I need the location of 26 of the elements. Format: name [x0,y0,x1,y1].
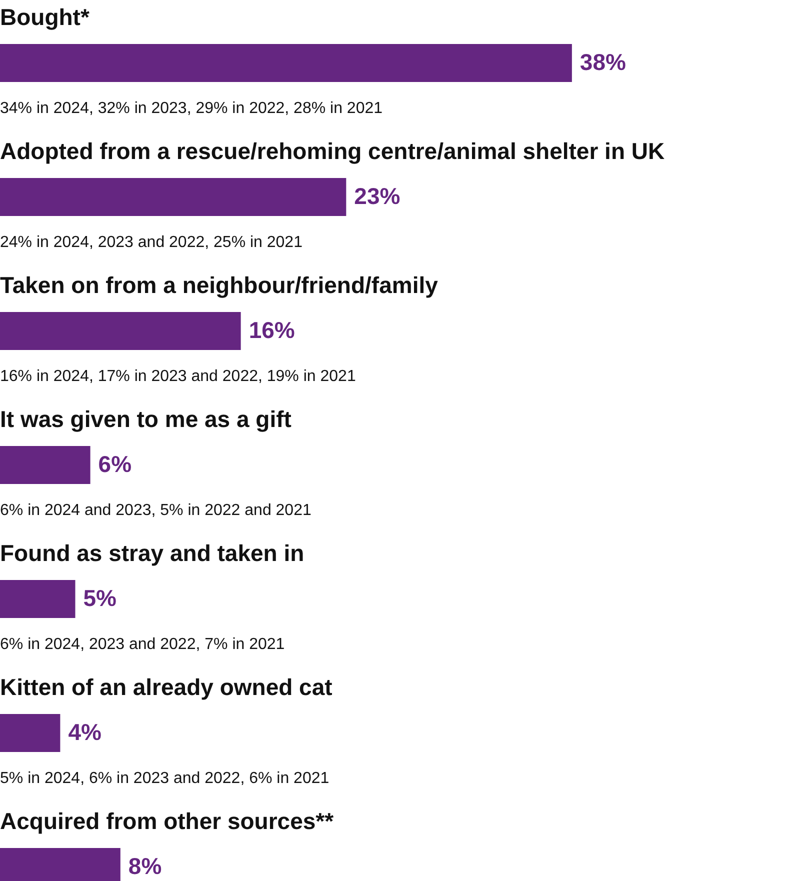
annotation: 5% in 2024, 6% in 2023 and 2022, 6% in 2021 [0,770,330,787]
data-label: 8% [128,853,162,879]
y-tick-label: Taken on from a neighbour/friend/family [0,272,438,298]
bar [0,44,572,82]
bar [0,714,60,752]
y-tick-label: Kitten of an already owned cat [0,674,333,700]
data-label: 23% [354,183,400,209]
y-tick-label: Bought* [0,4,90,30]
data-label: 38% [580,49,626,75]
annotation: 24% in 2024, 2023 and 2022, 25% in 2021 [0,234,303,251]
data-label: 6% [98,451,132,477]
annotation: 6% in 2024, 2023 and 2022, 7% in 2021 [0,636,285,653]
y-tick-label: Found as stray and taken in [0,540,304,566]
data-label: 16% [248,317,295,343]
annotation: 16% in 2024, 17% in 2023 and 2022, 19% in 2021 [0,368,356,385]
data-label: 5% [83,585,117,611]
y-tick-label: It was given to me as a gift [0,406,292,432]
bar [0,178,346,216]
y-tick-label: Acquired from other sources** [0,808,334,834]
bar [0,580,76,618]
annotation: 6% in 2024 and 2023, 5% in 2022 and 2021 [0,502,312,519]
data-label: 4% [68,719,102,745]
bar [0,312,241,350]
bar [0,446,90,484]
annotation: 34% in 2024, 32% in 2023, 29% in 2022, 28% in 2021 [0,100,383,117]
y-tick-label: Adopted from a rescue/rehoming centre/animal shelter in UK [0,138,665,164]
